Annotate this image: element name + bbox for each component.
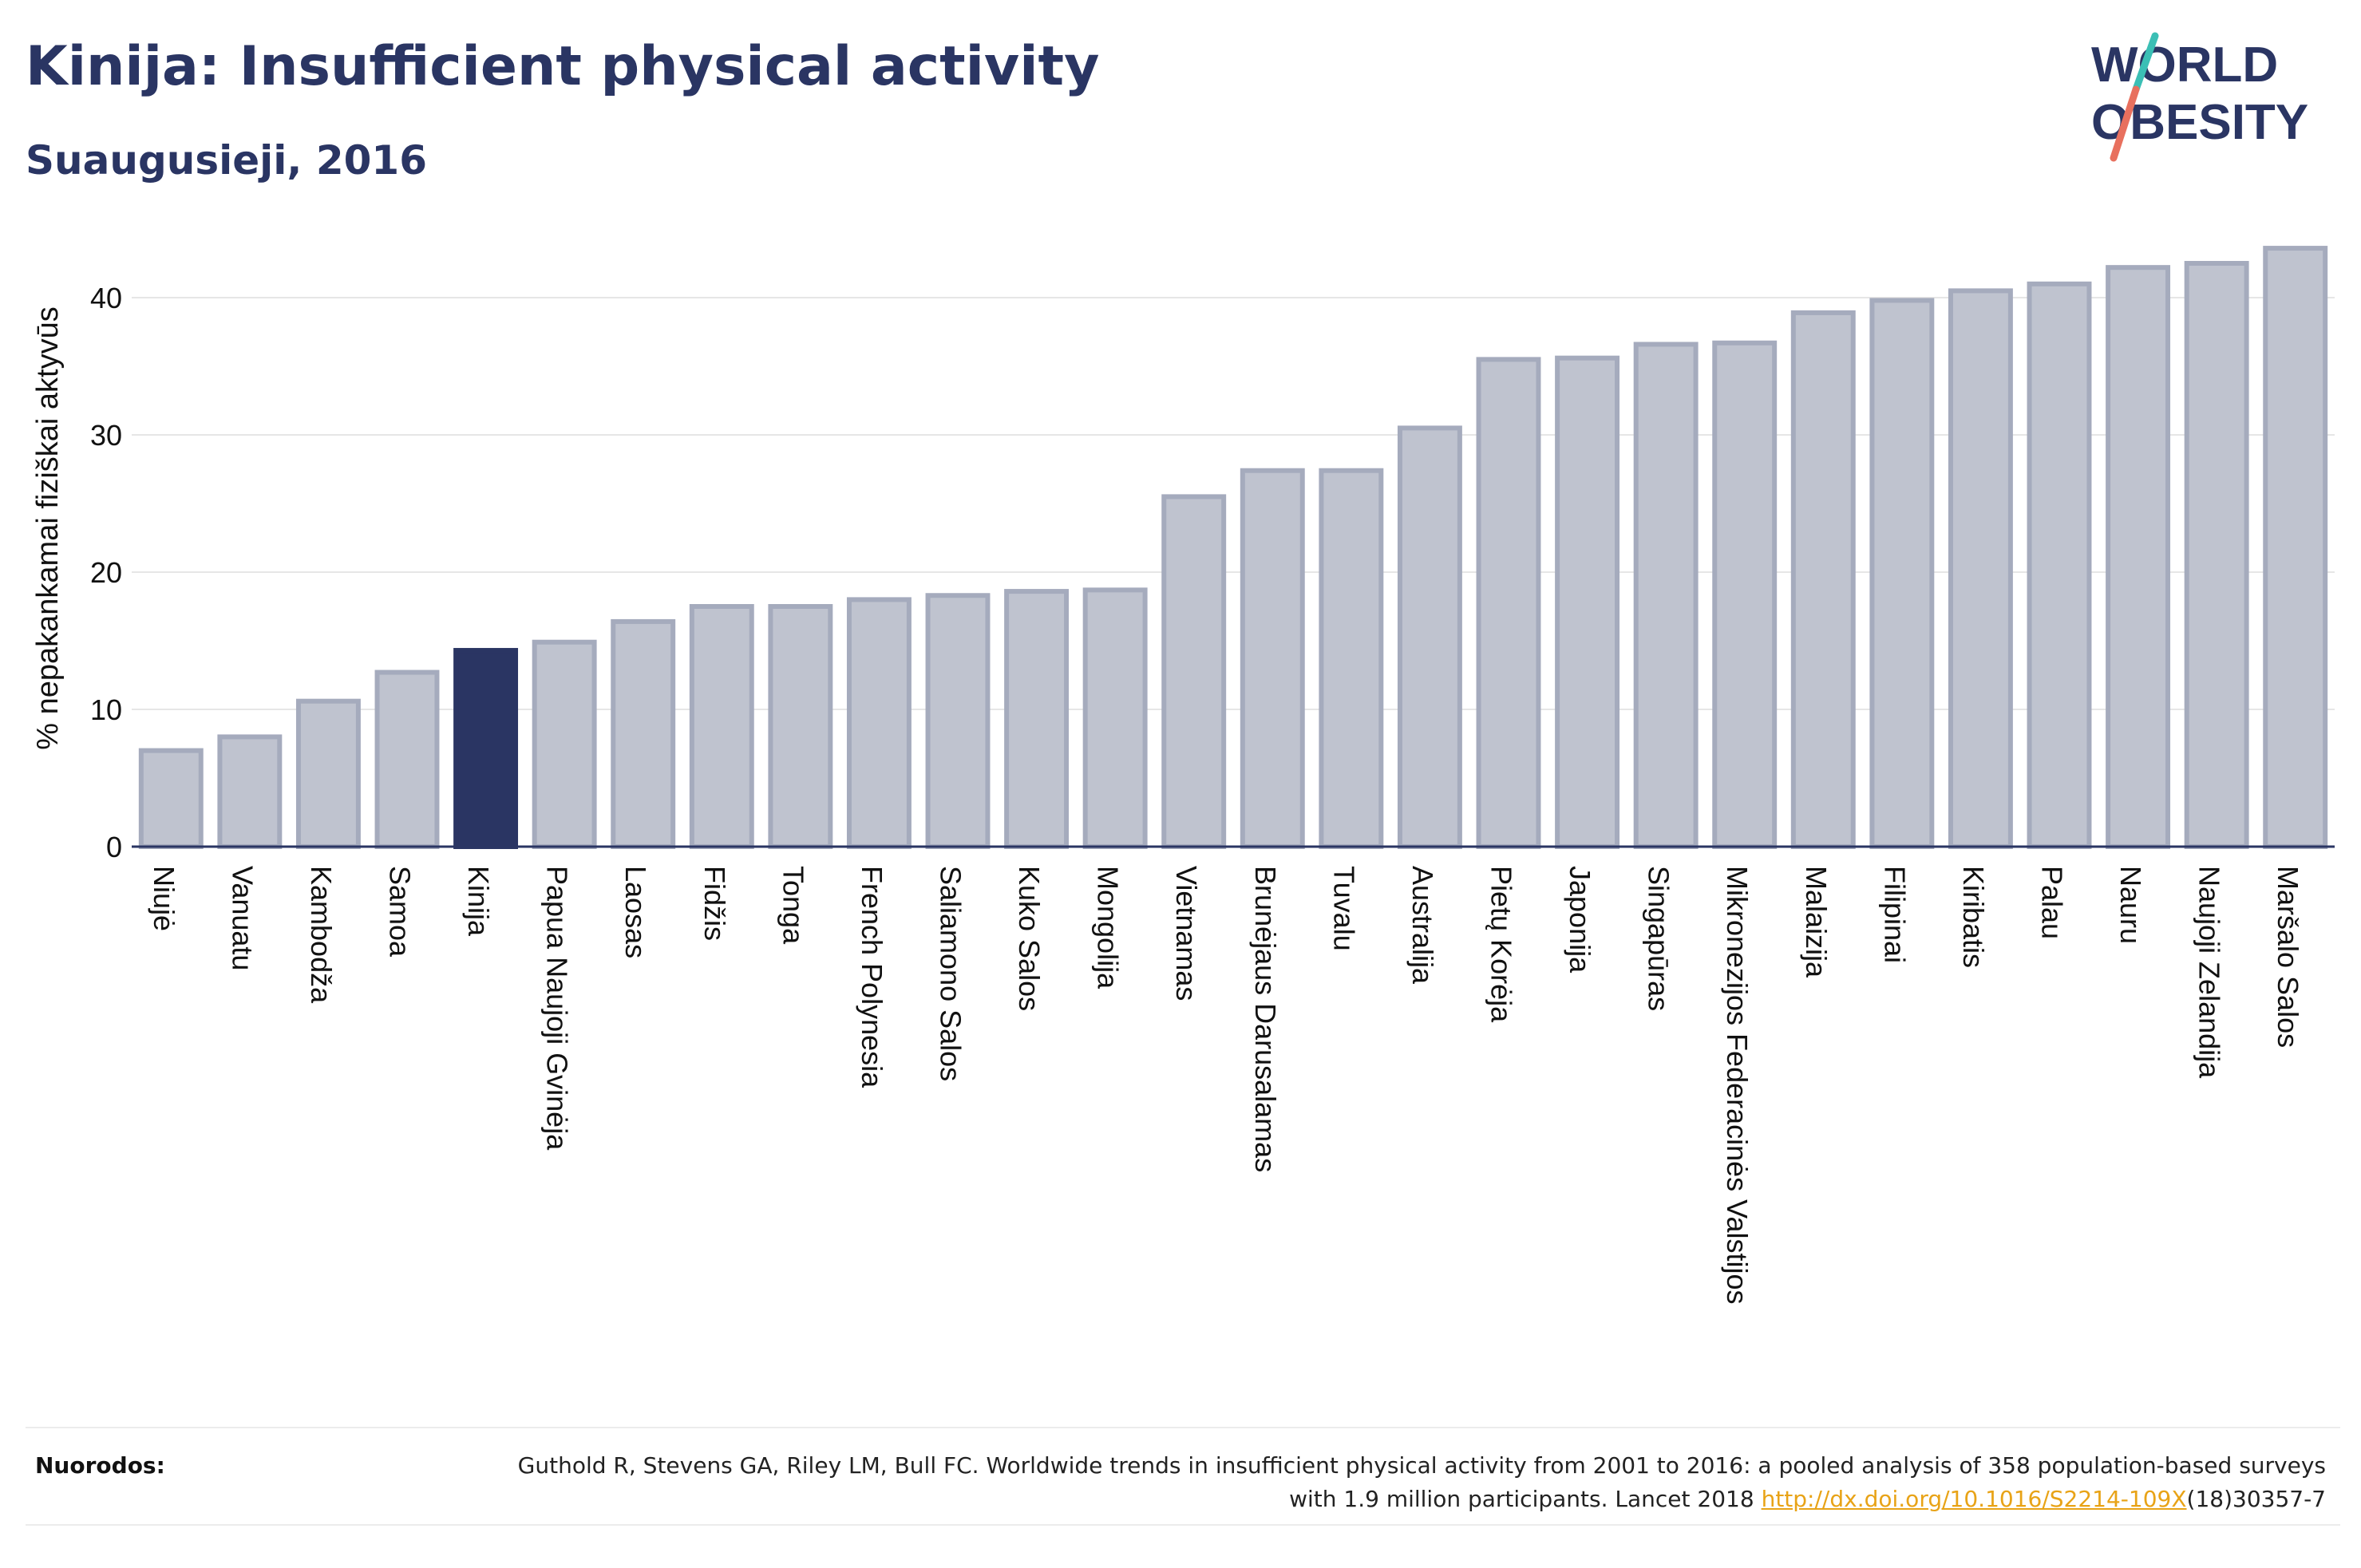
x-tick-label: Nauru <box>2114 866 2147 944</box>
bar-0 <box>138 748 204 849</box>
x-tick-label: Singapūras <box>1643 866 1675 1011</box>
x-tick-label: Papua Naujoji Gvinėja <box>541 866 574 1151</box>
x-tick-label: Tonga <box>777 866 809 945</box>
axis-layer: 0 10 20 30 40 <box>90 282 2335 863</box>
x-tick-label: Mongolija <box>1092 866 1125 989</box>
bar-13 <box>1161 494 1227 850</box>
bar-23 <box>1948 288 2013 849</box>
y-tick-label: 10 <box>90 693 122 726</box>
x-tick-label: Kuko Salos <box>1013 866 1046 1011</box>
x-tick-label: Brunėjaus Darusalamas <box>1249 866 1282 1172</box>
bar-10 <box>925 593 991 849</box>
bar-6 <box>611 618 676 849</box>
logo-slash-teal <box>2132 32 2159 93</box>
bar-11 <box>1004 589 1070 850</box>
references-text: Guthold R, Stevens GA, Riley LM, Bull FC… <box>490 1449 2326 1516</box>
bar-16 <box>1397 425 1462 849</box>
x-tick-label: Palau <box>2035 866 2068 939</box>
footer-divider-bottom <box>26 1524 2340 1526</box>
bar-7 <box>689 604 754 849</box>
bar-9 <box>846 597 912 850</box>
reference-doi-link[interactable]: http://dx.doi.org/10.1016/S2214-109X <box>1761 1486 2187 1512</box>
y-tick-label: 30 <box>90 419 122 452</box>
x-tick-label: Saliamono Salos <box>934 866 967 1081</box>
x-tick-label: Kambodža <box>305 866 338 1004</box>
x-tick-labels: Niujė Vanuatu Kambodža Samoa Kinija Papua Nau… <box>148 866 2304 1305</box>
bar-3 <box>374 669 440 849</box>
x-tick-label: Tuvalu <box>1327 866 1360 951</box>
bar-27 <box>2263 246 2328 849</box>
x-tick-label: Japonija <box>1564 866 1596 974</box>
bar-2 <box>295 698 361 849</box>
logo-line1: WORLD <box>2091 38 2278 93</box>
x-tick-label: Naujoji Zelandija <box>2193 866 2226 1079</box>
x-tick-label: Maršalo Salos <box>2272 866 2304 1048</box>
x-tick-label: Samoa <box>383 866 416 958</box>
bar-4 <box>453 648 519 849</box>
logo-slash-red <box>2110 85 2140 162</box>
bar-17 <box>1476 357 1541 849</box>
bar-chart: 0 10 20 30 40 Niujė Vanuatu Kambodža Samoa Kinij… <box>31 246 2335 1305</box>
y-axis-label: % nepakankamai fiziškai aktyvūs <box>31 306 65 749</box>
bar-19 <box>1633 342 1699 850</box>
x-tick-label: Filipinai <box>1878 866 1911 963</box>
x-tick-label: Vanuatu <box>226 866 259 970</box>
bar-15 <box>1319 468 1384 849</box>
world-obesity-logo: WORLD OBESITY <box>2091 32 2308 162</box>
bars-layer <box>138 246 2328 850</box>
y-tick-label: 0 <box>106 831 122 863</box>
bar-22 <box>1869 298 1935 849</box>
reference-suffix: (18)30357-7 <box>2186 1486 2326 1512</box>
bar-24 <box>2027 281 2092 849</box>
bar-8 <box>768 604 833 849</box>
x-tick-label: French Polynesia <box>856 866 888 1088</box>
y-tick-label: 40 <box>90 282 122 314</box>
bar-14 <box>1240 468 1305 849</box>
bar-5 <box>532 639 597 849</box>
x-tick-label: Kiribatis <box>1957 866 1990 968</box>
chart-subtitle: Suaugusieji, 2016 <box>26 137 427 184</box>
y-tick-label: 20 <box>90 556 122 589</box>
bar-1 <box>217 734 283 850</box>
references-label: Nuorodos: <box>35 1452 165 1479</box>
bar-26 <box>2184 261 2249 849</box>
x-tick-label: Pietų Korėja <box>1485 866 1517 1023</box>
x-tick-label: Australija <box>1406 866 1439 985</box>
bar-12 <box>1082 587 1148 849</box>
x-tick-label: Vietnamas <box>1170 866 1203 1001</box>
x-tick-label: Fidžis <box>698 866 731 941</box>
bar-20 <box>1712 340 1778 849</box>
reference-citation: Guthold R, Stevens GA, Riley LM, Bull FC… <box>517 1452 2326 1512</box>
x-tick-label: Mikronezijos Federacinės Valstijos <box>1721 866 1754 1305</box>
bar-25 <box>2106 265 2171 850</box>
bar-21 <box>1790 310 1856 850</box>
x-tick-label: Niujė <box>148 866 180 931</box>
x-tick-label: Laosas <box>619 866 652 958</box>
chart-title: Kinija: Insufficient physical activity <box>26 35 1100 98</box>
bar-18 <box>1555 355 1620 849</box>
x-tick-label: Malaizija <box>1800 866 1833 978</box>
x-tick-label: Kinija <box>462 866 495 937</box>
footer-divider-top <box>26 1427 2340 1428</box>
